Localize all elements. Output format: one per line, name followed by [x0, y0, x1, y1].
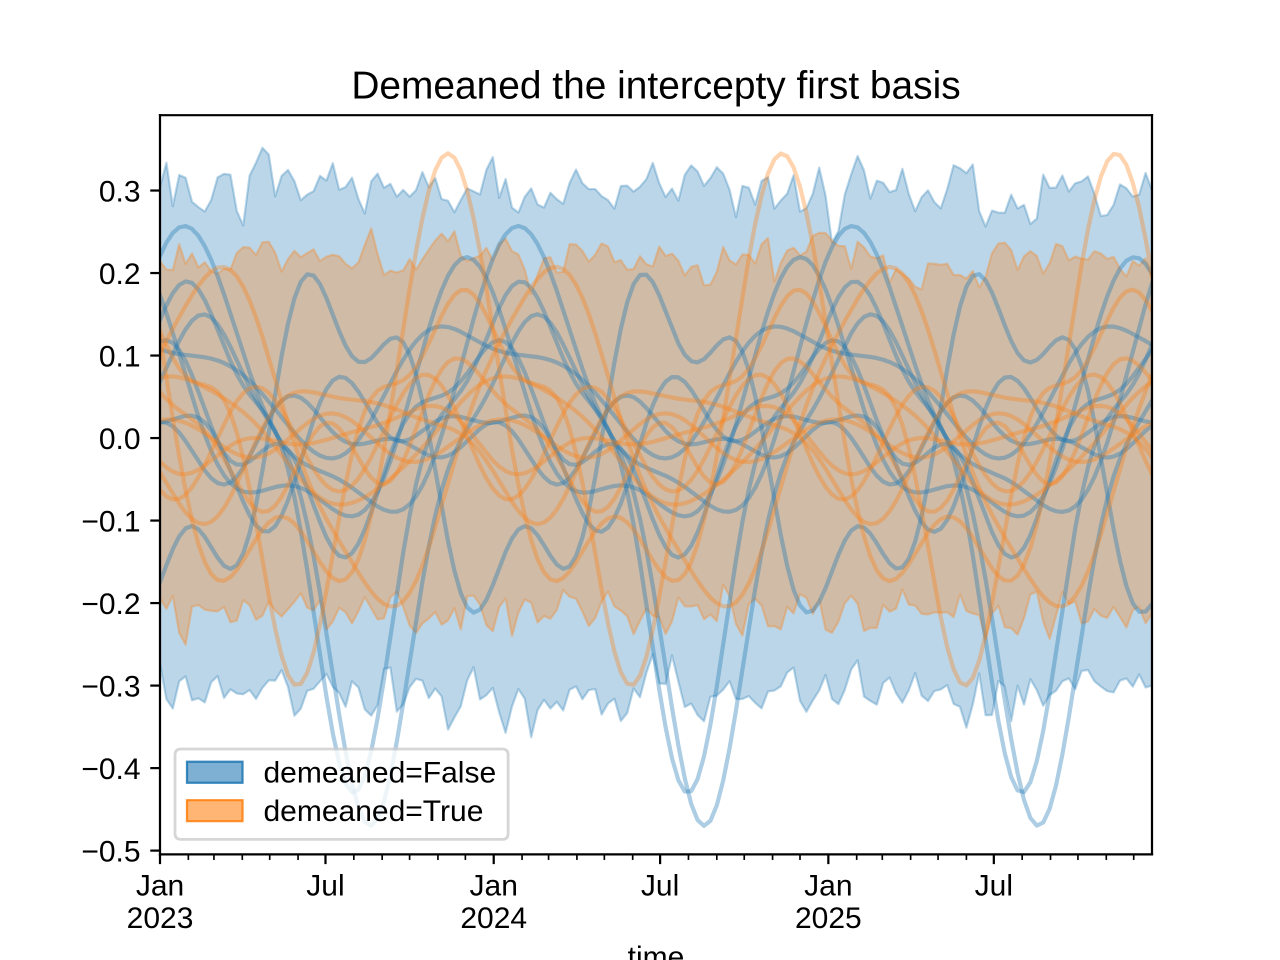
svg-text:−0.2: −0.2 [81, 588, 140, 621]
svg-text:Demeaned the intercepty first: Demeaned the intercepty first basis [351, 65, 960, 108]
svg-text:Jan: Jan [804, 870, 852, 903]
svg-text:time: time [628, 941, 685, 960]
svg-text:2024: 2024 [460, 902, 527, 935]
svg-text:demeaned=False: demeaned=False [264, 757, 497, 790]
svg-text:Jan: Jan [136, 870, 184, 903]
svg-text:0.1: 0.1 [99, 340, 141, 373]
svg-text:−0.4: −0.4 [81, 753, 140, 786]
svg-text:−0.1: −0.1 [81, 505, 140, 538]
svg-text:0.3: 0.3 [99, 175, 141, 208]
svg-text:Jul: Jul [975, 870, 1013, 903]
svg-text:Jan: Jan [470, 870, 518, 903]
svg-text:Jul: Jul [641, 870, 679, 903]
svg-text:Jul: Jul [306, 870, 344, 903]
svg-text:2023: 2023 [127, 902, 194, 935]
svg-text:2025: 2025 [795, 902, 862, 935]
svg-text:demeaned=True: demeaned=True [264, 795, 484, 828]
svg-text:−0.3: −0.3 [81, 670, 140, 703]
svg-text:−0.5: −0.5 [81, 835, 140, 868]
svg-text:0.2: 0.2 [99, 258, 141, 291]
svg-text:0.0: 0.0 [99, 423, 141, 456]
